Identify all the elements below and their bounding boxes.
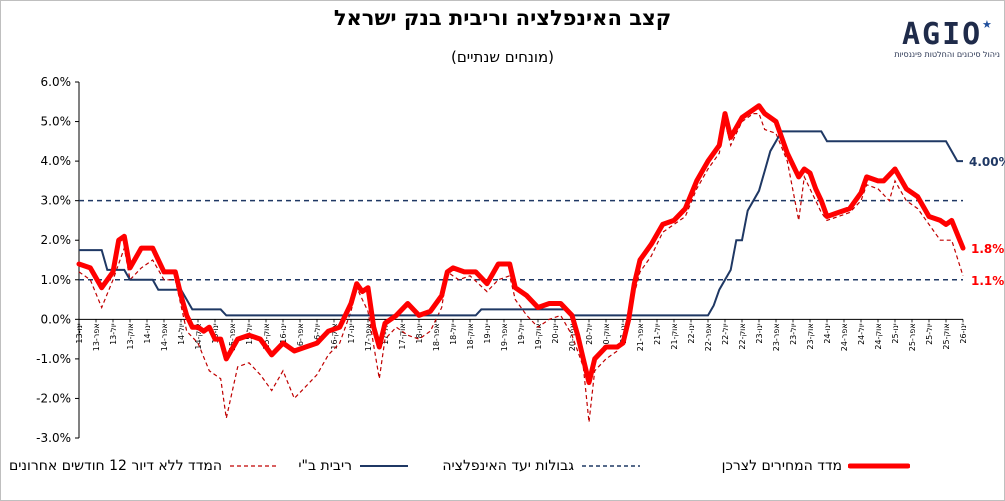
x-tick-label: יול-25 — [925, 323, 934, 345]
x-tick-label: יול-21 — [653, 323, 662, 345]
x-tick-label: יול-24 — [857, 323, 866, 345]
y-tick-label: 0.0% — [41, 312, 72, 326]
x-tick-label: אוק-15 — [262, 323, 271, 349]
x-tick-label: אפר-25 — [908, 323, 917, 351]
end-label-rate: 4.00% — [969, 155, 1005, 169]
x-tick-label: אוק-14 — [194, 323, 203, 349]
end-label-cpi-ex-housing: 1.1% — [971, 274, 1004, 288]
x-tick-label: ינו-20 — [551, 323, 560, 343]
x-tick-label: אפר-22 — [704, 323, 713, 351]
x-tick-label: אוק-24 — [874, 323, 883, 349]
x-tick-label: אוק-22 — [738, 323, 747, 349]
x-tick-label: יול-22 — [721, 323, 730, 345]
logo-tagline: ניהול סיכונים והחלטות פיננסיות — [894, 50, 1000, 59]
x-tick-label: אפר-24 — [840, 323, 849, 351]
x-tick-label: אוק-19 — [534, 323, 543, 349]
x-tick-label: אפר-16 — [296, 323, 305, 351]
x-tick-label: אוק-21 — [670, 323, 679, 349]
y-tick-label: 5.0% — [41, 115, 72, 129]
series-line-cpi-ex-housing — [78, 113, 964, 423]
y-tick-label: 1.0% — [41, 273, 72, 287]
legend-item-rate: ריבית ב"י — [298, 458, 410, 474]
x-tick-label: ינו-15 — [211, 323, 220, 343]
x-tick-label: אוק-25 — [942, 323, 951, 349]
y-tick-label: 4.0% — [41, 154, 72, 168]
x-tick-label: ינו-26 — [959, 323, 968, 343]
legend-label-rate: ריבית ב"י — [298, 458, 352, 474]
legend-swatch-rate — [360, 465, 408, 467]
x-tick-label: יול-18 — [449, 323, 458, 345]
y-tick-label: -1.0% — [36, 352, 71, 366]
series-line-cpi — [76, 103, 966, 386]
page-title: קצב האינפלציה וריבית בנק ישראל — [333, 6, 672, 30]
x-tick-label: ינו-22 — [687, 323, 696, 343]
legend-swatch-cpi-ex-housing — [230, 465, 278, 467]
x-tick-label: ינו-25 — [891, 323, 900, 343]
x-tick-label: אפר-21 — [636, 323, 645, 351]
agio-logo: AGIO ★ ניהול סיכונים והחלטות פיננסיות — [878, 18, 1000, 63]
x-tick-label: יול-14 — [177, 323, 186, 345]
x-tick-label: אוק-17 — [398, 323, 407, 349]
x-tick-label: אפר-19 — [500, 323, 509, 351]
legend-label-cpi: מדד המחירים לצרכן — [721, 458, 842, 474]
x-tick-label: אוק-23 — [806, 323, 815, 349]
x-tick-label: אוק-13 — [126, 323, 135, 349]
legend-swatch-target — [582, 465, 640, 467]
x-tick-label: יול-20 — [585, 323, 594, 345]
x-tick-label: ינו-16 — [279, 323, 288, 343]
x-tick-label: ינו-17 — [347, 323, 356, 343]
legend-label-cpi-ex-housing: המדד ללא דיור 12 חודשים אחרונים — [9, 458, 222, 474]
chart-legend: מדד המחירים לצרכן גבולות יעד האינפלציה ר… — [9, 458, 920, 480]
star-icon: ★ — [982, 18, 992, 31]
legend-item-target: גבולות יעד האינפלציה — [442, 458, 642, 474]
x-tick-label: ינו-14 — [143, 323, 152, 343]
x-tick-label: ינו-23 — [755, 323, 764, 343]
x-tick-label: ינו-18 — [415, 323, 424, 343]
y-tick-label: 6.0% — [41, 75, 72, 89]
x-tick-label: אוק-18 — [466, 323, 475, 349]
legend-label-target: גבולות יעד האינפלציה — [442, 458, 574, 474]
y-tick-label: -2.0% — [36, 391, 71, 405]
x-tick-label: אוק-20 — [602, 323, 611, 349]
y-tick-label: -3.0% — [36, 431, 71, 445]
x-tick-label: ינו-19 — [483, 323, 492, 343]
x-tick-label: יול-17 — [381, 323, 390, 345]
logo-mark: AGIO — [902, 17, 983, 52]
x-tick-label: אפר-14 — [160, 323, 169, 351]
y-tick-label: 2.0% — [41, 233, 72, 247]
x-tick-label: אוק-16 — [330, 323, 339, 349]
legend-item-cpi: מדד המחירים לצרכן — [722, 458, 910, 474]
x-tick-label: אפר-13 — [92, 323, 101, 351]
x-tick-label: יול-16 — [313, 323, 322, 345]
x-tick-label: אפר-18 — [432, 323, 441, 351]
x-tick-label: ינו-13 — [75, 323, 84, 343]
page-subtitle: (מונחים שנתיים) — [450, 48, 554, 66]
legend-item-cpi-ex-housing: המדד ללא דיור 12 חודשים אחרונים — [9, 458, 280, 474]
x-tick-label: אפר-17 — [364, 323, 373, 351]
x-tick-label: יול-13 — [109, 323, 118, 345]
series-line-rate — [79, 130, 963, 317]
x-tick-label: אפר-15 — [228, 323, 237, 351]
x-tick-label: יול-19 — [517, 323, 526, 345]
y-tick-label: 3.0% — [41, 194, 72, 208]
x-tick-label: ינו-24 — [823, 323, 832, 343]
x-tick-label: יול-23 — [789, 323, 798, 345]
x-tick-label: אפר-23 — [772, 323, 781, 351]
end-label-cpi: 1.8% — [971, 242, 1004, 256]
legend-swatch-cpi — [848, 463, 910, 469]
